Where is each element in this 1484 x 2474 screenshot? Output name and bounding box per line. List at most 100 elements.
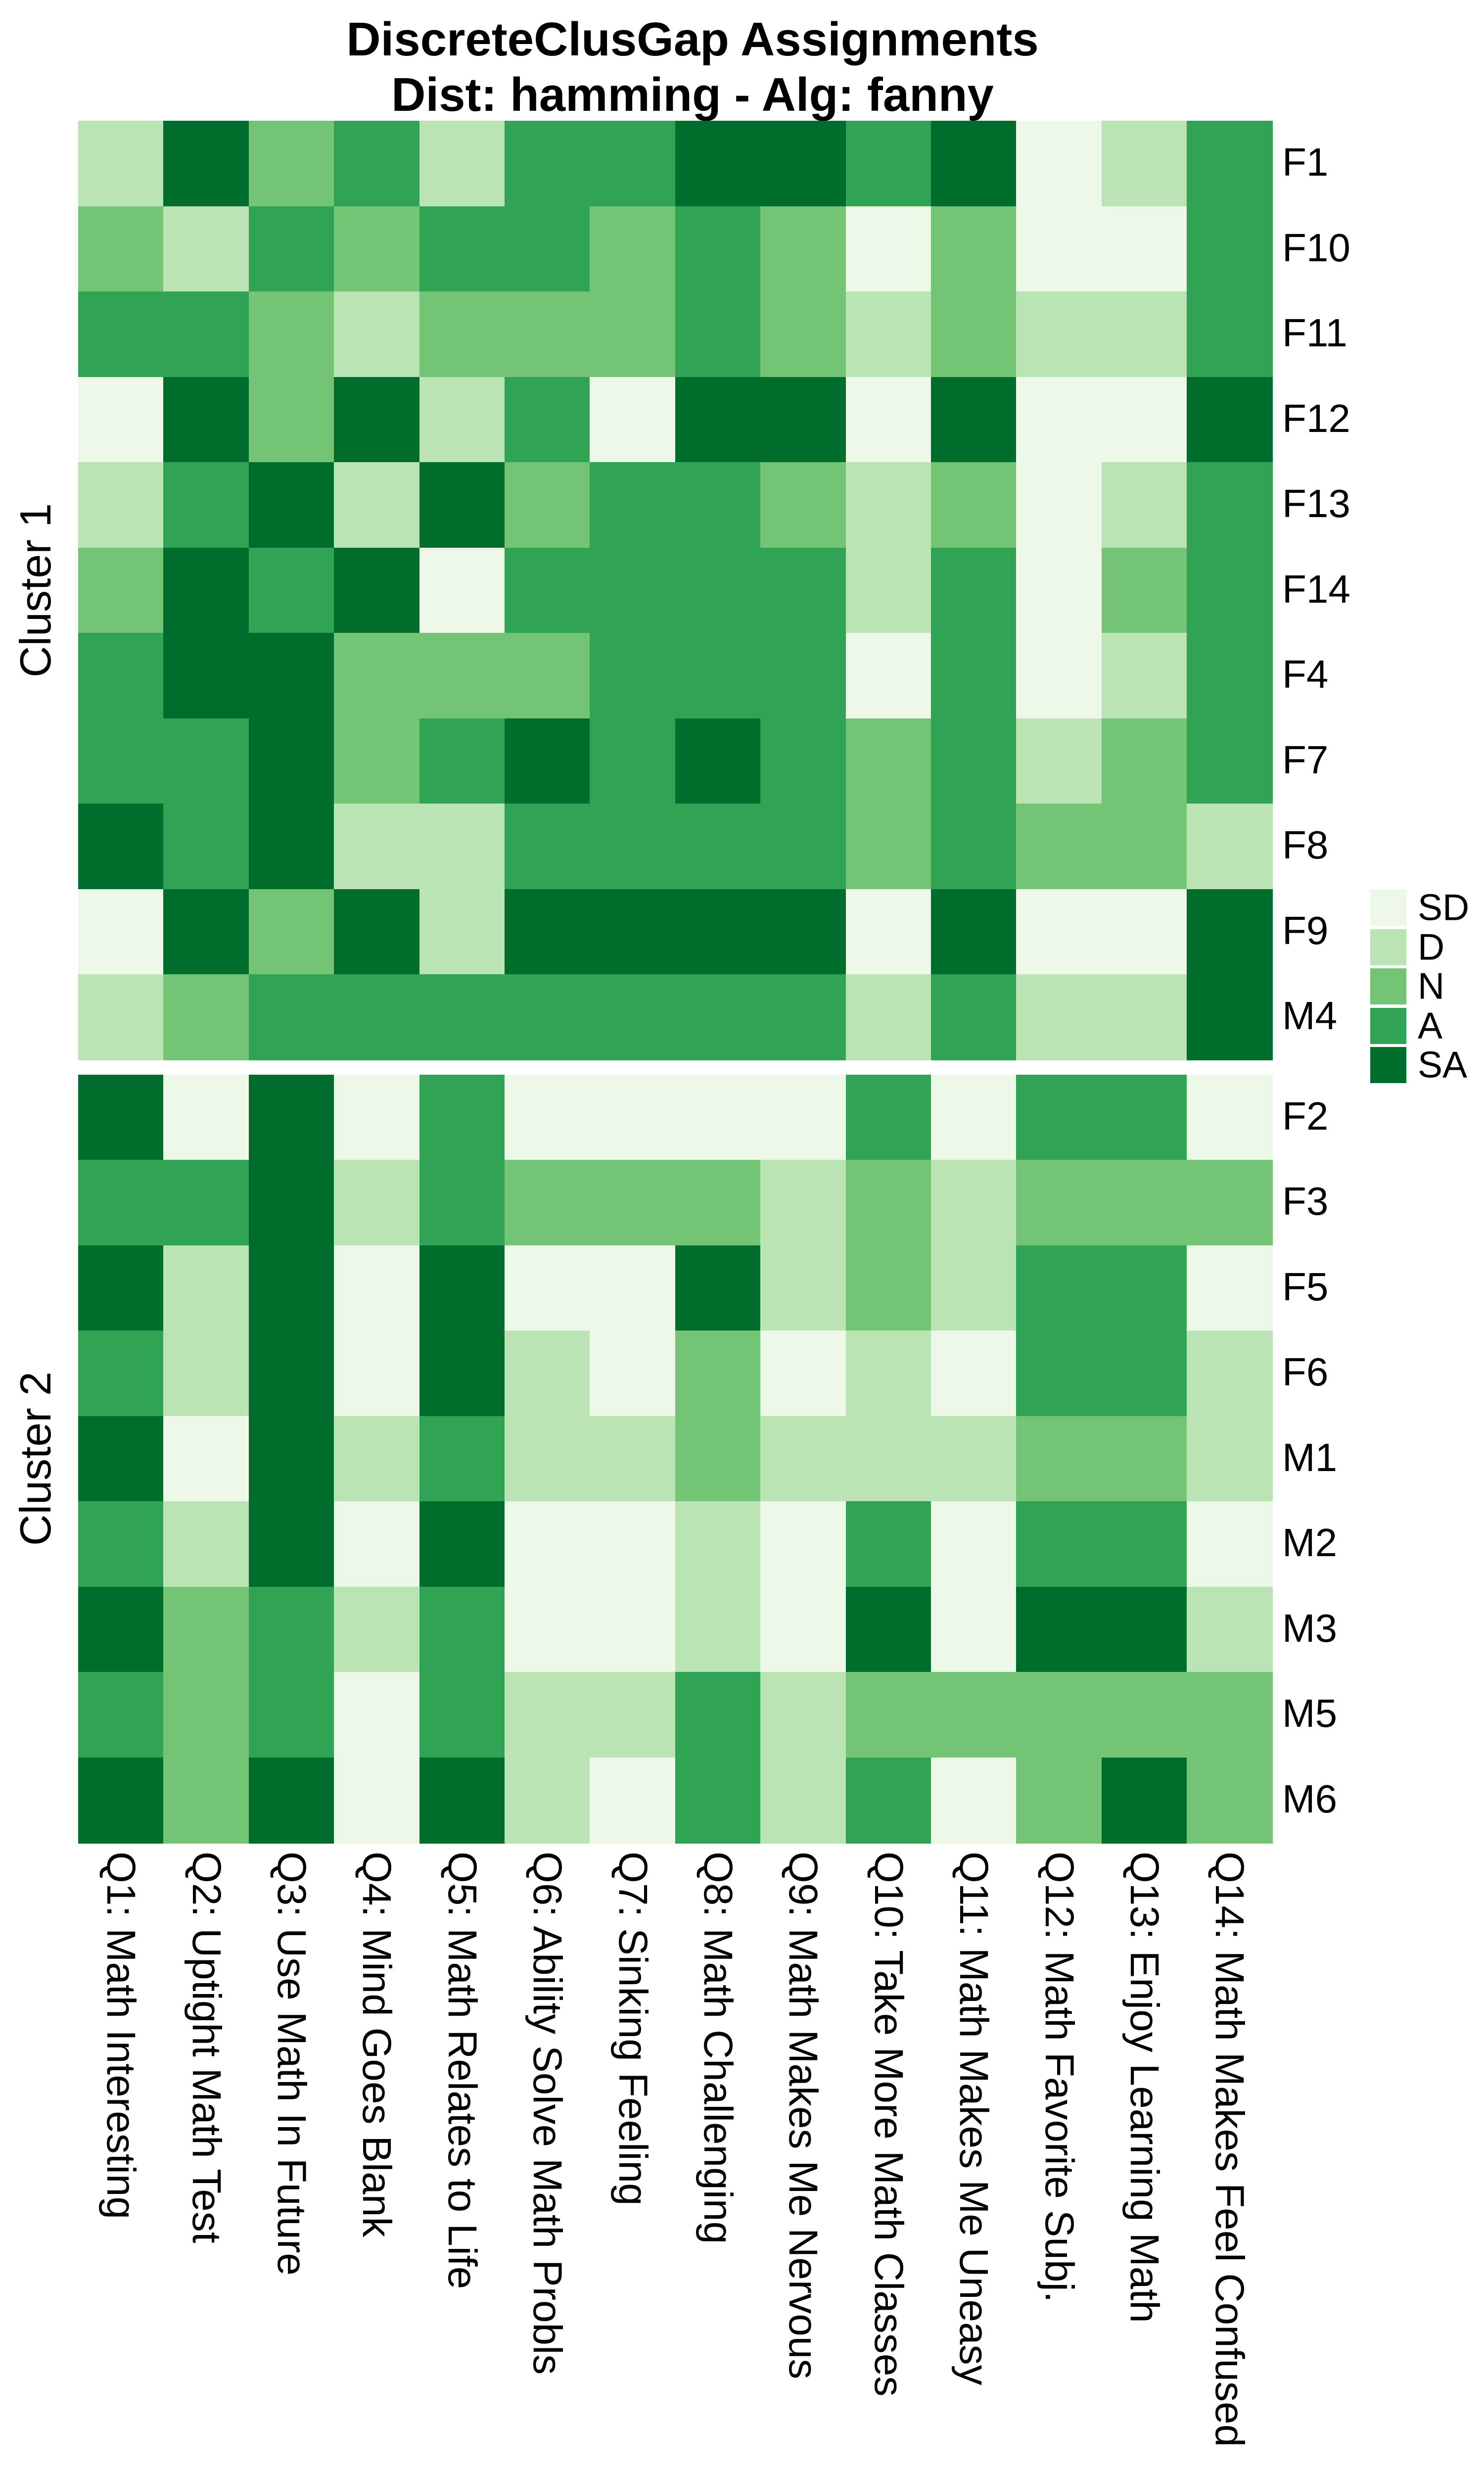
heatmap-cell bbox=[590, 1501, 676, 1587]
heatmap-cell bbox=[249, 121, 335, 207]
heatmap-cell bbox=[419, 1075, 506, 1161]
heatmap-cell bbox=[675, 804, 761, 890]
heatmap-cell bbox=[931, 121, 1017, 207]
heatmap-cell bbox=[1187, 1587, 1273, 1673]
heatmap-cell bbox=[590, 1758, 676, 1844]
row-label: F11 bbox=[1282, 311, 1347, 355]
heatmap-cell bbox=[760, 1416, 846, 1502]
heatmap-cell bbox=[931, 804, 1017, 890]
legend-label: D bbox=[1418, 926, 1445, 968]
heatmap-cell bbox=[760, 633, 846, 719]
row-label: M6 bbox=[1282, 1777, 1338, 1821]
heatmap-cell bbox=[78, 889, 164, 975]
heatmap-cell bbox=[931, 206, 1017, 292]
heatmap-cell bbox=[419, 1416, 506, 1502]
legend-label: A bbox=[1418, 1004, 1443, 1047]
heatmap-cell bbox=[78, 974, 164, 1060]
column-label: Q13: Enjoy Learning Math bbox=[1122, 1852, 1167, 2323]
heatmap-cell bbox=[1102, 548, 1188, 634]
heatmap-cell bbox=[334, 1331, 420, 1417]
row-label: F3 bbox=[1282, 1179, 1329, 1224]
chart-header: DiscreteClusGap Assignments Dist: hammin… bbox=[0, 12, 1385, 123]
heatmap-cell bbox=[675, 1331, 761, 1417]
row-label: M4 bbox=[1282, 994, 1338, 1038]
heatmap-cell bbox=[163, 121, 249, 207]
heatmap-cell bbox=[163, 889, 249, 975]
heatmap-cell bbox=[249, 889, 335, 975]
heatmap-cell bbox=[419, 1758, 506, 1844]
heatmap-cell bbox=[1016, 1501, 1102, 1587]
heatmap-cell bbox=[78, 121, 164, 207]
heatmap-cell bbox=[1102, 974, 1188, 1060]
heatmap-cell bbox=[1102, 1075, 1188, 1161]
heatmap-cell bbox=[1187, 804, 1273, 890]
heatmap-cell bbox=[419, 974, 506, 1060]
heatmap-cell bbox=[334, 1160, 420, 1246]
heatmap-cell bbox=[334, 377, 420, 463]
heatmap-cell bbox=[334, 1672, 420, 1758]
heatmap-cell bbox=[249, 804, 335, 890]
heatmap-cell bbox=[249, 1160, 335, 1246]
heatmap-cell bbox=[1102, 377, 1188, 463]
heatmap-cell bbox=[334, 1075, 420, 1161]
heatmap-cell bbox=[419, 633, 506, 719]
heatmap-cell bbox=[334, 548, 420, 634]
heatmap-cell bbox=[1016, 206, 1102, 292]
heatmap-cell bbox=[163, 1672, 249, 1758]
heatmap-cell bbox=[419, 1160, 506, 1246]
heatmap-cell bbox=[590, 1245, 676, 1332]
row-label: F14 bbox=[1282, 567, 1350, 612]
heatmap-cell bbox=[249, 1672, 335, 1758]
heatmap-cell bbox=[1016, 804, 1102, 890]
heatmap-cell bbox=[590, 1075, 676, 1161]
heatmap-cell bbox=[1016, 1758, 1102, 1844]
heatmap-cell bbox=[675, 1075, 761, 1161]
heatmap-cell bbox=[78, 1587, 164, 1673]
heatmap-cell bbox=[675, 1501, 761, 1587]
heatmap-cell bbox=[931, 1416, 1017, 1502]
heatmap-cell bbox=[1016, 889, 1102, 975]
heatmap-cell bbox=[419, 889, 506, 975]
heatmap-cell bbox=[334, 718, 420, 805]
heatmap-cell bbox=[675, 1416, 761, 1502]
heatmap-cell bbox=[590, 1587, 676, 1673]
heatmap-cell bbox=[760, 121, 846, 207]
heatmap-cell bbox=[846, 718, 932, 805]
heatmap-cell bbox=[419, 462, 506, 548]
heatmap-cell bbox=[1102, 1331, 1188, 1417]
row-label: M5 bbox=[1282, 1691, 1338, 1736]
heatmap-cell bbox=[675, 206, 761, 292]
heatmap-cell bbox=[505, 1245, 591, 1332]
column-label: Q6: Ability Solve Math Probls bbox=[525, 1852, 570, 2375]
heatmap-cell bbox=[505, 462, 591, 548]
heatmap-cell bbox=[760, 462, 846, 548]
heatmap-cell bbox=[505, 1758, 591, 1844]
heatmap-cell bbox=[78, 1075, 164, 1161]
heatmap-cell bbox=[334, 1501, 420, 1587]
heatmap-cell bbox=[505, 974, 591, 1060]
heatmap-cell bbox=[675, 889, 761, 975]
heatmap-cell bbox=[78, 804, 164, 890]
heatmap-cell bbox=[1187, 889, 1273, 975]
heatmap-cell bbox=[419, 1587, 506, 1673]
heatmap-cell bbox=[1102, 206, 1188, 292]
heatmap-cell bbox=[760, 1075, 846, 1161]
row-label: F9 bbox=[1282, 908, 1329, 953]
row-label: F1 bbox=[1282, 140, 1329, 185]
heatmap-cell bbox=[249, 1075, 335, 1161]
heatmap-cell bbox=[846, 1416, 932, 1502]
heatmap-cell bbox=[846, 291, 932, 378]
column-label: Q4: Mind Goes Blank bbox=[354, 1852, 399, 2237]
heatmap-cell bbox=[419, 804, 506, 890]
row-label: M3 bbox=[1282, 1606, 1338, 1651]
heatmap-cell bbox=[249, 1245, 335, 1332]
heatmap-cell bbox=[1102, 121, 1188, 207]
heatmap-cell bbox=[505, 1587, 591, 1673]
heatmap-cell bbox=[334, 206, 420, 292]
heatmap-cell bbox=[249, 206, 335, 292]
heatmap-cell bbox=[760, 1501, 846, 1587]
heatmap-cell bbox=[760, 548, 846, 634]
row-label: F2 bbox=[1282, 1094, 1329, 1139]
heatmap-cell bbox=[334, 1416, 420, 1502]
